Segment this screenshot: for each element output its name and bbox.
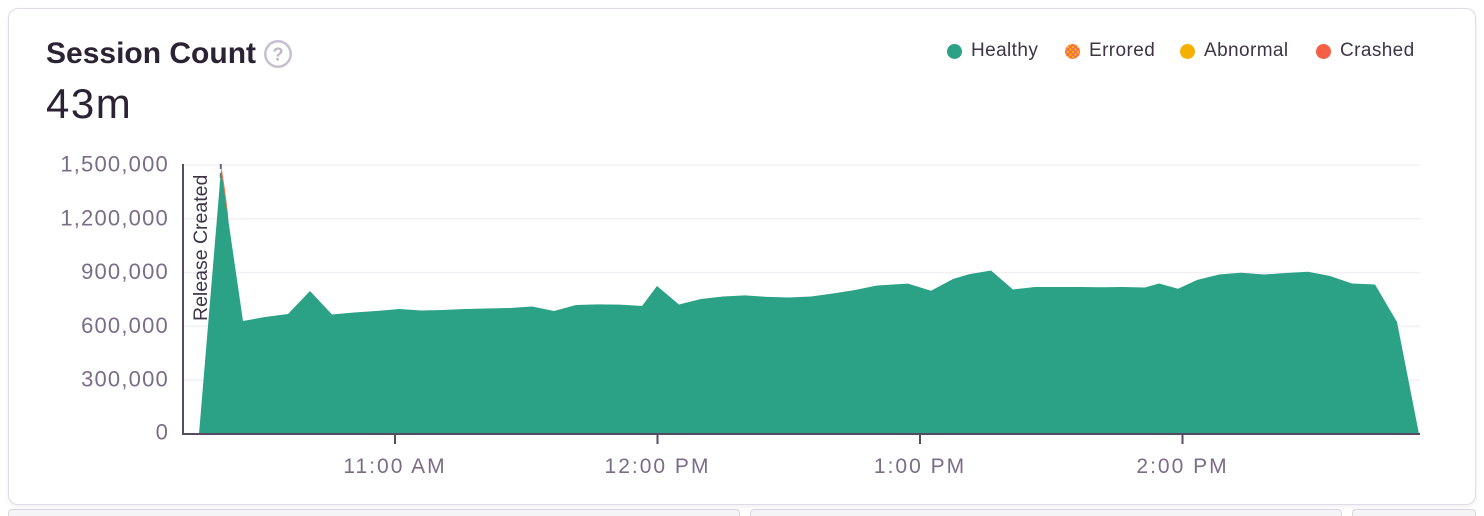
svg-text:1,500,000: 1,500,000 [60, 152, 169, 177]
svg-text:12:00 PM: 12:00 PM [605, 455, 711, 478]
svg-text:?: ? [273, 45, 284, 65]
svg-text:1:00 PM: 1:00 PM [874, 455, 966, 478]
svg-text:900,000: 900,000 [81, 259, 169, 284]
svg-text:300,000: 300,000 [81, 367, 169, 392]
svg-text:1,200,000: 1,200,000 [60, 205, 169, 230]
svg-text:11:00 AM: 11:00 AM [343, 455, 446, 478]
svg-text:2:00 PM: 2:00 PM [1136, 455, 1228, 478]
svg-text:Release Created: Release Created [190, 175, 212, 321]
svg-text:0: 0 [156, 420, 169, 445]
svg-text:600,000: 600,000 [81, 313, 169, 338]
